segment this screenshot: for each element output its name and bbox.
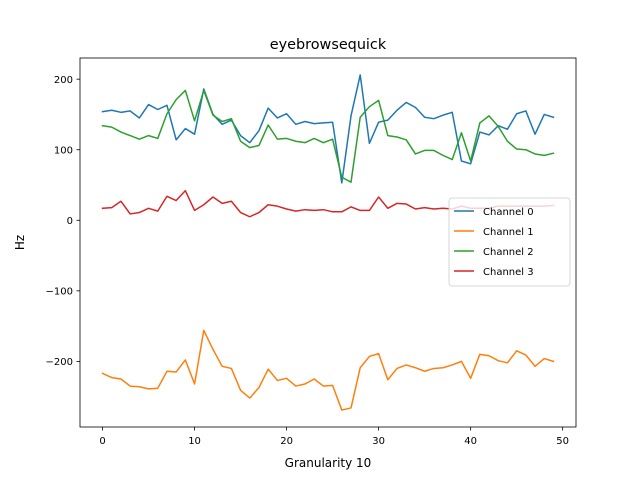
x-tick-label: 40 [464,436,477,447]
chart-title: eyebrowsequick [270,37,387,53]
y-tick-label: −200 [46,357,73,368]
x-axis: 0 10 20 30 40 50 [99,427,569,447]
series-line-channel-0 [101,74,555,184]
series-layer [101,74,555,411]
legend-label-channel-0: Channel 0 [483,207,534,218]
x-axis-label: Granularity 10 [285,456,372,470]
x-tick-label: 30 [372,436,385,447]
legend: Channel 0 Channel 1 Channel 2 Channel 3 [448,197,571,287]
series-line-channel-2 [101,89,555,183]
legend-label-channel-3: Channel 3 [483,267,534,278]
x-tick-label: 50 [556,436,569,447]
y-tick-label: 200 [54,75,73,86]
x-tick-label: 10 [188,436,201,447]
x-tick-label: 20 [280,436,293,447]
legend-label-channel-2: Channel 2 [483,247,534,258]
y-tick-label: 100 [54,145,73,156]
legend-label-channel-1: Channel 1 [483,227,534,238]
y-tick-label: −100 [46,286,73,297]
legend-box [448,197,571,287]
y-axis-label: Hz [13,235,27,250]
x-tick-label: 0 [99,436,105,447]
y-axis: −200 −100 0 100 200 [46,75,80,368]
plot-frame [79,57,577,428]
series-line-channel-1 [101,329,555,411]
y-tick-label: 0 [67,216,73,227]
